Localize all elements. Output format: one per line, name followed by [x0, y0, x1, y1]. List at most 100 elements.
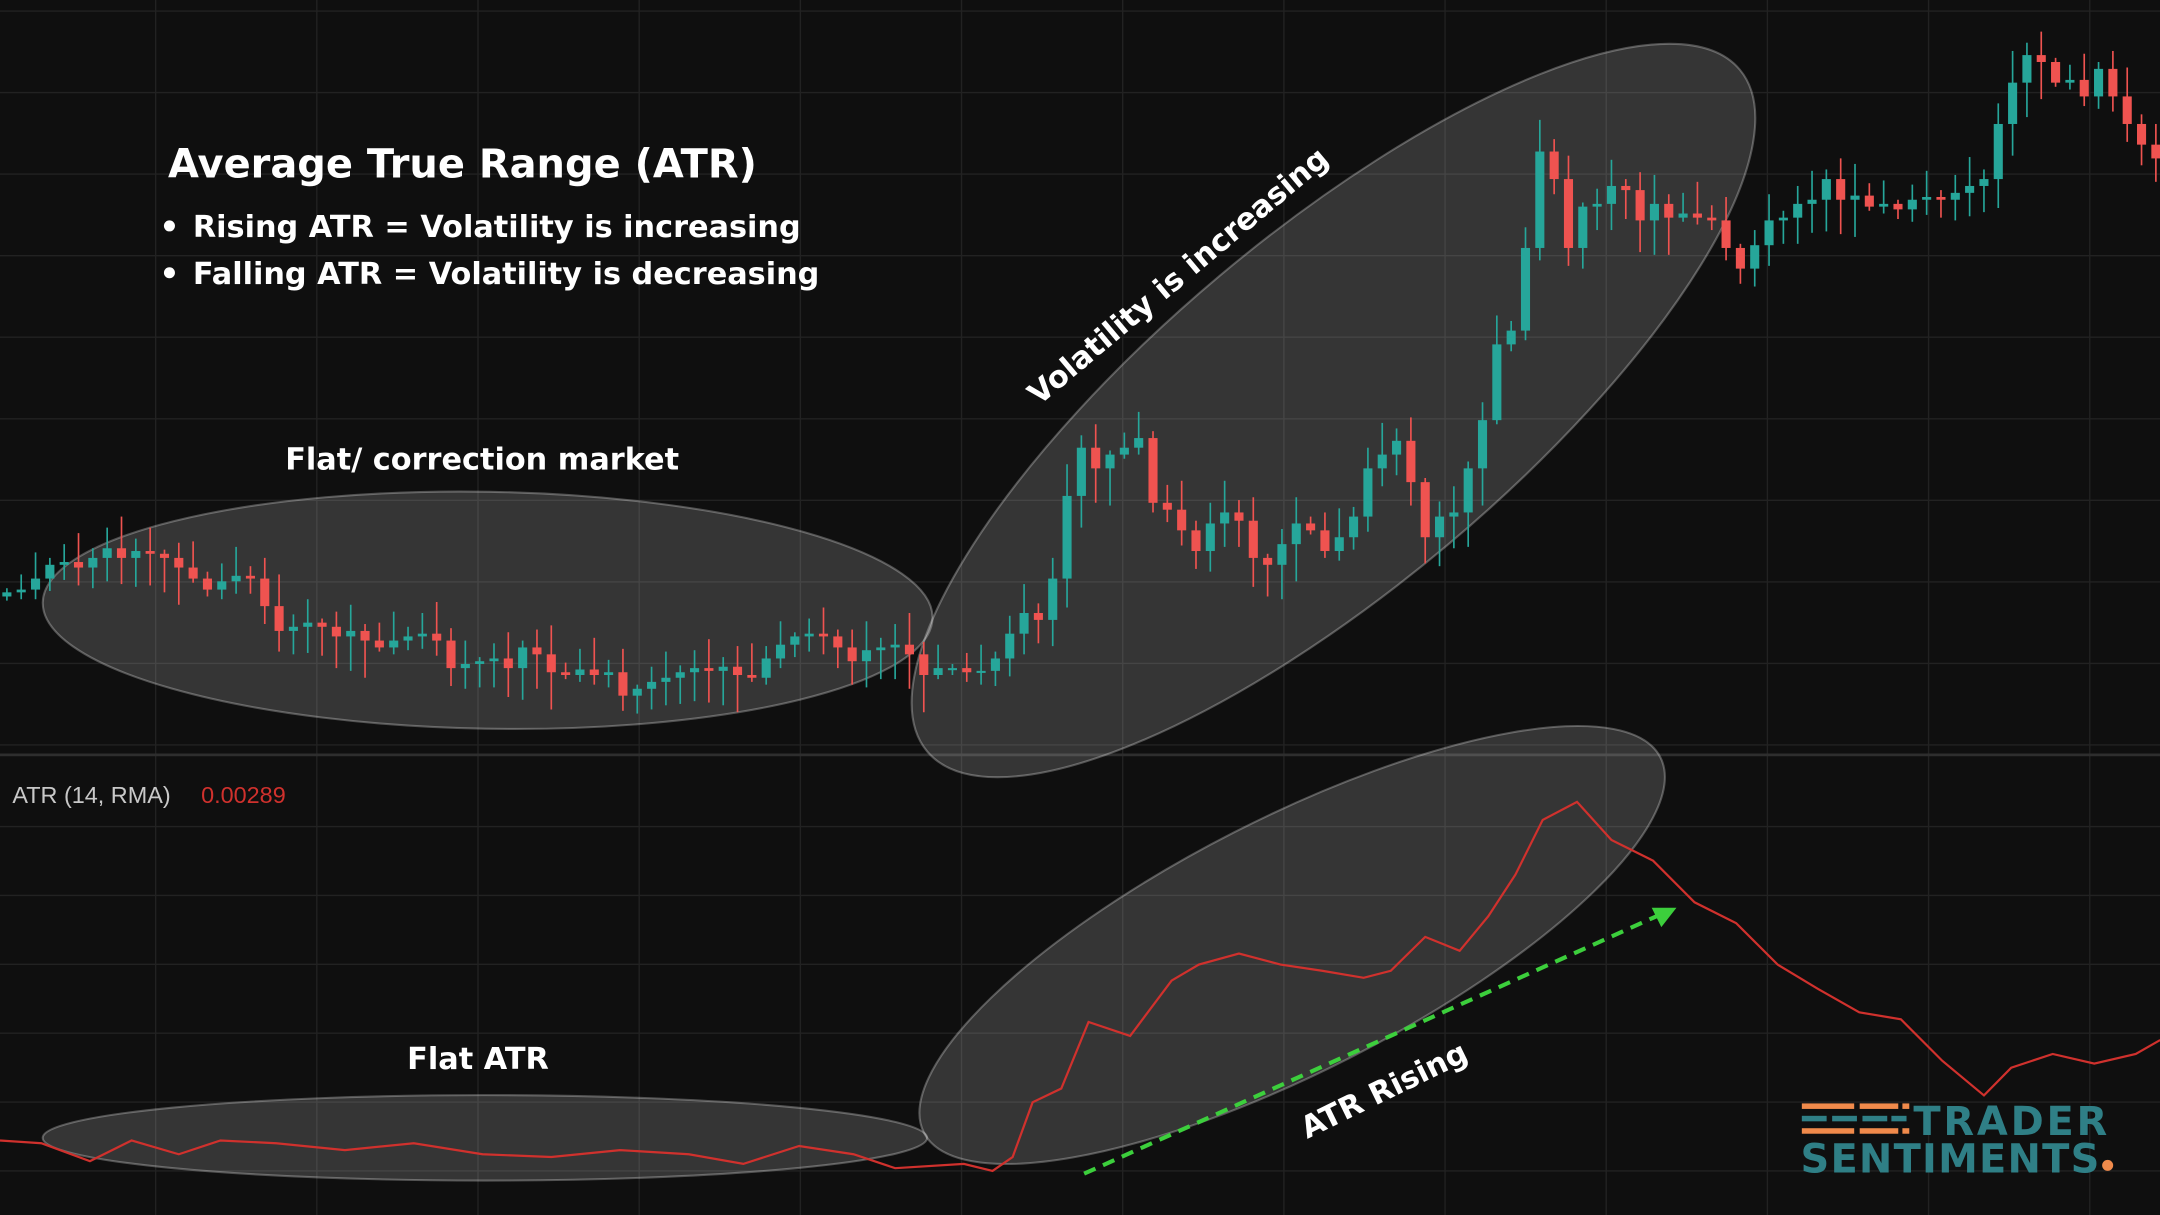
candle-body [503, 658, 513, 669]
candle [518, 640, 528, 700]
logo-line1: TRADER [1913, 1099, 2110, 1145]
candle-body [962, 668, 972, 673]
candle [847, 629, 857, 685]
candle-body [432, 633, 442, 641]
candle-body [1965, 185, 1975, 193]
candle-body [1678, 213, 1688, 218]
candle-body [1306, 523, 1316, 531]
candle [1148, 431, 1158, 513]
candle-body [1148, 438, 1158, 503]
candle-body [1005, 633, 1015, 659]
candle [1162, 484, 1172, 523]
candle-body [59, 562, 69, 565]
candle [389, 611, 399, 655]
candle [303, 599, 313, 653]
candle-body [1821, 179, 1831, 200]
candle-body [116, 548, 127, 558]
candle-body [174, 557, 184, 568]
atr-rising-ellipse [918, 724, 1666, 1166]
candle-body [1606, 185, 1617, 204]
candle [690, 650, 700, 702]
candle [1922, 170, 1932, 215]
candle [1993, 103, 2003, 209]
candle-body [2136, 123, 2147, 145]
candle-body [933, 668, 943, 675]
candle-body [1449, 512, 1459, 517]
candle-body [1836, 179, 1846, 200]
candle [2022, 42, 2032, 118]
candle [876, 637, 886, 680]
candle [1606, 159, 1617, 231]
candle [88, 548, 98, 589]
candle-body [1434, 516, 1445, 538]
candle-body [1220, 512, 1230, 524]
candle [317, 618, 327, 656]
candle [1750, 230, 1760, 287]
candle [1463, 461, 1473, 547]
candle-body [1807, 199, 1817, 204]
candle-body [704, 668, 714, 671]
candle [73, 533, 84, 586]
candle [403, 626, 413, 651]
candle-body [1692, 213, 1702, 218]
candle [1850, 163, 1860, 237]
candle [245, 566, 255, 594]
candle [604, 659, 614, 688]
candle [1234, 500, 1244, 547]
candle-body [919, 654, 929, 675]
candle-body [1664, 203, 1674, 218]
candle-body [417, 633, 427, 637]
candle-body [1076, 447, 1086, 496]
candle-body [403, 636, 413, 641]
candle-body [360, 630, 370, 641]
candle-body [675, 672, 685, 678]
candle [1506, 320, 1516, 352]
candle [1879, 180, 1889, 214]
candle [661, 651, 671, 706]
candle-body [775, 644, 786, 659]
candle [1578, 202, 1588, 269]
candle-body [1291, 523, 1301, 545]
candle-body [1635, 190, 1645, 221]
candle [1821, 169, 1831, 232]
candle [2051, 57, 2061, 87]
logo-dot-icon [2102, 1159, 2114, 1171]
candle [217, 563, 227, 600]
bullet-falling: Falling ATR = Volatility is decreasing [193, 257, 820, 292]
candle-body [1950, 192, 1960, 200]
candle [861, 621, 872, 688]
candle [2036, 31, 2046, 100]
candle [1664, 194, 1674, 255]
flat-atr-ellipse [41, 1094, 929, 1182]
candle [2065, 64, 2075, 90]
candle [2122, 67, 2132, 142]
candle-body [217, 581, 227, 590]
candle-body [1649, 203, 1659, 221]
candle-body [561, 672, 571, 675]
candle-body [245, 575, 255, 579]
candle [1864, 183, 1874, 211]
candle [1492, 315, 1502, 425]
candle-body [188, 567, 198, 579]
candle-body [1549, 151, 1559, 180]
candle [145, 527, 155, 586]
candle [747, 643, 757, 682]
candle-body [546, 654, 556, 673]
indicator-label[interactable]: ATR (14, RMA) [12, 782, 170, 808]
candle-body [331, 626, 341, 637]
candle-body [73, 562, 84, 568]
candle [1678, 192, 1688, 222]
candle-body [2051, 61, 2061, 83]
candle-body [1248, 520, 1258, 558]
candle-body [159, 553, 170, 558]
candle-body [1392, 440, 1402, 455]
candle-body [690, 668, 700, 673]
candle [489, 643, 499, 688]
candle [1205, 502, 1215, 572]
candle-body [747, 675, 757, 678]
candle-body [1993, 123, 2003, 180]
candle-body [374, 640, 384, 648]
candle [1291, 497, 1301, 582]
